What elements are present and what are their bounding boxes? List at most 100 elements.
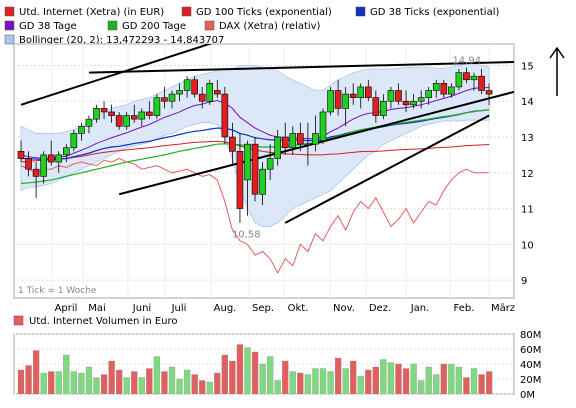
volume-bar (478, 374, 485, 394)
volume-bar (32, 350, 40, 394)
volume-bar (229, 360, 236, 394)
candle-body (289, 133, 297, 149)
candle-body (108, 111, 115, 116)
volume-bar (259, 363, 266, 394)
volume-bar (417, 380, 425, 394)
volume-bar (395, 363, 402, 394)
candle-body (55, 154, 63, 163)
x-tick-label: Juli (171, 303, 187, 314)
candle-body (191, 79, 198, 95)
legend-label: GD 38 Ticks (exponential) (370, 7, 499, 18)
volume-bar (463, 377, 470, 394)
legend-label: GD 38 Tage (19, 21, 77, 32)
tick-note: 1 Tick = 1 Woche (18, 286, 97, 296)
candle-body (146, 111, 153, 116)
arrow-up-icon (549, 46, 565, 96)
x-tick-label: Nov. (333, 303, 355, 314)
volume-bars (17, 344, 493, 394)
candle-body (387, 90, 395, 102)
volume-bar (70, 371, 77, 394)
candle-body (198, 93, 206, 102)
volume-bar (402, 368, 410, 394)
volume-bar (297, 372, 304, 394)
candle-body (274, 136, 282, 159)
legend-label: Utd. Internet (Xetra) (in EUR) (19, 7, 164, 18)
candle-body (62, 147, 70, 156)
legend-label: GD 200 Tage (122, 21, 186, 32)
legend-swatch (4, 20, 15, 31)
candle-body (161, 97, 168, 102)
candle-body (372, 97, 380, 116)
volume-bar (433, 374, 440, 394)
candle-body (123, 115, 130, 127)
candle-body (40, 154, 47, 177)
candle-body (183, 79, 191, 91)
volume-bar (304, 374, 312, 394)
x-tick-label: Juni (132, 303, 151, 314)
legend-swatch (4, 34, 15, 45)
trend-line-upper-channel (20, 44, 213, 106)
candle-body (130, 115, 138, 120)
candle-body (25, 158, 32, 170)
volume-bar (153, 356, 161, 394)
volume-title: Utd. Internet Volumen in Euro (29, 316, 178, 327)
volume-bar (485, 371, 493, 394)
candle-body (214, 90, 221, 95)
candle-body (176, 90, 183, 95)
candle-body (425, 90, 433, 98)
high-annotation: 14,94 (452, 56, 481, 67)
volume-bar (191, 374, 198, 394)
volume-bar (55, 371, 62, 394)
candle-body (432, 83, 440, 91)
candle-body (380, 100, 387, 116)
volume-y-tick-label: 0M (520, 390, 535, 401)
x-tick-label: Dez. (369, 303, 391, 314)
trend-line-lower-channel (118, 90, 514, 196)
candle-body (206, 83, 214, 102)
volume-bar (168, 366, 176, 394)
trend-line-resistance (88, 61, 514, 74)
y-tick-label: 12 (521, 169, 534, 180)
volume-bar (78, 372, 85, 394)
volume-bar (327, 371, 334, 394)
volume-bar (266, 356, 274, 394)
volume-bar (372, 366, 380, 394)
volume-bar (387, 362, 395, 394)
x-tick-label: März (491, 303, 515, 314)
candle-body (244, 143, 251, 181)
x-tick-label: Okt. (288, 303, 309, 314)
volume-bar (350, 360, 357, 394)
volume-bar (455, 366, 463, 394)
volume-bar (289, 371, 296, 394)
volume-bar (176, 378, 183, 394)
candle-body (440, 83, 448, 95)
volume-bar (334, 357, 342, 394)
candle-body (478, 75, 485, 91)
candle-body (470, 75, 478, 81)
trend-line-lower-channel-2 (284, 114, 490, 224)
candle-body (85, 118, 93, 127)
y-tick-label: 15 (521, 61, 534, 72)
candle-body (448, 86, 455, 95)
candle-body (32, 168, 40, 177)
volume-y-tick-label: 80M (520, 330, 541, 341)
candle-body (93, 108, 100, 120)
volume-y-tick-label: 20M (520, 375, 541, 386)
volume-bar (251, 351, 259, 394)
volume-bar (236, 344, 244, 394)
candle-body (455, 72, 463, 88)
gd38-days-line (20, 87, 490, 159)
volume-bar (312, 368, 319, 394)
volume-legend-swatch (13, 315, 24, 326)
x-tick-label: April (55, 303, 78, 314)
volume-bar (146, 368, 153, 394)
candle-body (78, 125, 85, 134)
candle-body (334, 90, 342, 109)
candle-body (281, 136, 289, 149)
candle-body (251, 143, 259, 195)
month-axis: April Mai Juni Juli Aug. Sep. Okt. Nov. Dez. Jan.… (55, 303, 515, 314)
volume-bar (161, 371, 168, 394)
candle-body (319, 111, 327, 141)
volume-bar (48, 371, 55, 394)
volume-bar (63, 354, 70, 394)
